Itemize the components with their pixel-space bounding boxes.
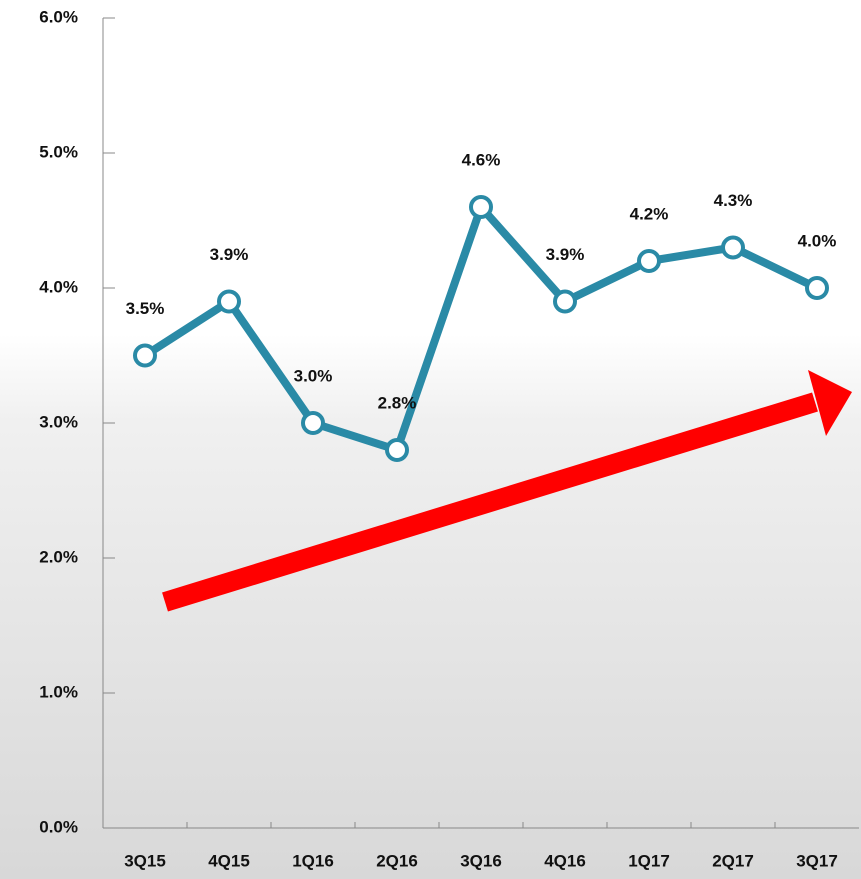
data-label: 4.3% bbox=[714, 191, 753, 210]
data-label: 3.5% bbox=[126, 299, 165, 318]
x-tick-label: 4Q15 bbox=[208, 851, 250, 870]
point bbox=[133, 343, 157, 368]
y-tick-label: 1.0% bbox=[39, 682, 78, 701]
y-tick-label: 0.0% bbox=[39, 817, 78, 836]
point bbox=[217, 289, 241, 314]
y-tick-label: 4.0% bbox=[39, 277, 78, 296]
data-label: 4.2% bbox=[630, 204, 669, 223]
data-label: 3.0% bbox=[294, 366, 333, 385]
point bbox=[637, 249, 661, 273]
y-tick-label: 3.0% bbox=[39, 412, 78, 431]
x-tick-label: 1Q16 bbox=[292, 851, 334, 870]
data-label: 3.9% bbox=[210, 245, 249, 264]
x-tick-label: 2Q17 bbox=[712, 851, 754, 870]
point bbox=[385, 438, 409, 462]
data-label: 3.9% bbox=[546, 245, 585, 264]
x-tick-label: 1Q17 bbox=[628, 851, 670, 870]
x-tick-label: 2Q16 bbox=[376, 851, 418, 870]
trend-arrow bbox=[162, 370, 852, 612]
x-tick-label: 3Q17 bbox=[796, 851, 838, 870]
x-tick-label: 4Q16 bbox=[544, 851, 586, 870]
y-tick-label: 2.0% bbox=[39, 547, 78, 566]
point bbox=[805, 276, 829, 300]
point bbox=[721, 235, 745, 260]
point bbox=[301, 411, 325, 435]
y-tick-label: 6.0% bbox=[39, 7, 78, 26]
point bbox=[469, 195, 493, 219]
data-label: 4.6% bbox=[462, 150, 501, 169]
data-label: 2.8% bbox=[378, 393, 417, 412]
point bbox=[553, 289, 577, 314]
x-tick-label: 3Q15 bbox=[124, 851, 166, 870]
x-tick-label: 3Q16 bbox=[460, 851, 502, 870]
data-label: 4.0% bbox=[798, 231, 837, 250]
y-tick-label: 5.0% bbox=[39, 142, 78, 161]
